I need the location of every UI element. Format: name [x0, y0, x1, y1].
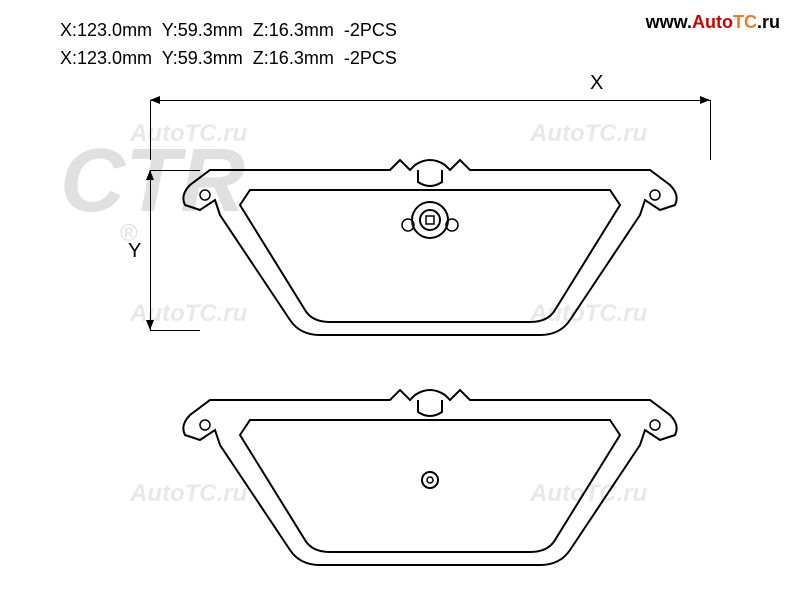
spec-qty: 2 — [350, 20, 360, 40]
spec-x: 123.0 — [77, 48, 122, 68]
brake-pad-bottom — [180, 380, 680, 580]
website-url: www.AutoTC.ru — [646, 12, 780, 33]
brake-pad-top — [180, 140, 680, 350]
website-www: www. — [646, 12, 692, 32]
website-auto: Auto — [692, 12, 733, 32]
spec-qty: 2 — [350, 48, 360, 68]
spec-line-2: X:123.0mm Y:59.3mm Z:16.3mm -2PCS — [60, 48, 397, 69]
website-tc: TC — [733, 12, 757, 32]
spec-y: 59.3 — [178, 48, 213, 68]
dim-y-arrow — [150, 170, 151, 330]
ext-line — [150, 100, 151, 160]
spec-y: 59.3 — [178, 20, 213, 40]
spec-x: 123.0 — [77, 20, 122, 40]
website-ru: .ru — [757, 12, 780, 32]
spec-line-1: X:123.0mm Y:59.3mm Z:16.3mm -2PCS — [60, 20, 397, 41]
spec-z: 16.3 — [269, 48, 304, 68]
dim-y-label: Y — [128, 240, 141, 263]
ext-line — [710, 100, 711, 160]
dim-x-label: X — [590, 72, 603, 95]
dim-x-arrow — [150, 100, 710, 101]
spec-z: 16.3 — [269, 20, 304, 40]
